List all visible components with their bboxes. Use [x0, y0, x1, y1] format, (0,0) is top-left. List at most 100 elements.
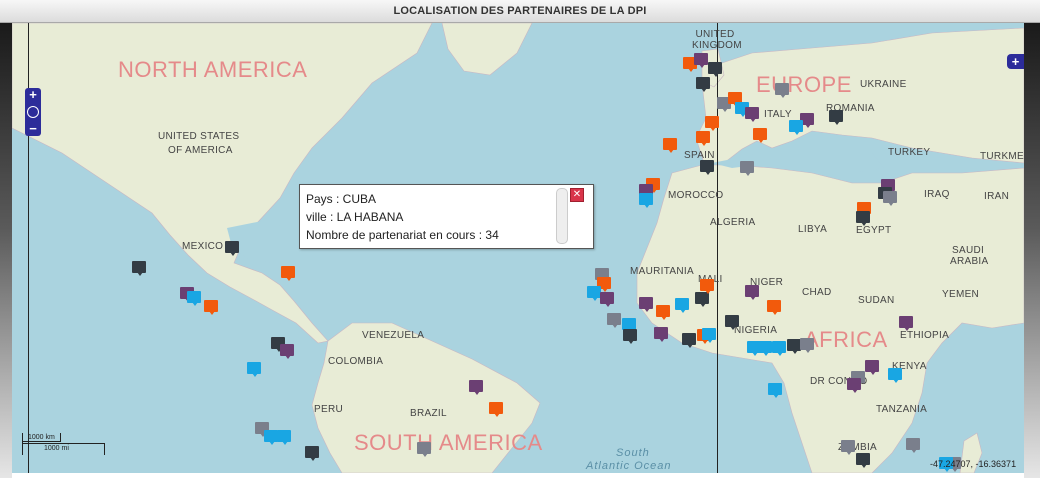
partner-marker[interactable]: [187, 291, 202, 307]
partner-marker[interactable]: [695, 292, 710, 308]
partner-marker[interactable]: [702, 328, 717, 344]
partner-marker[interactable]: [694, 52, 709, 68]
partner-marker[interactable]: [740, 160, 755, 176]
marker-pointer: [892, 378, 899, 383]
country-label-ukraine: UKRAINE: [860, 79, 907, 90]
marker-pointer: [851, 389, 858, 394]
zoom-out-button[interactable]: −: [29, 121, 37, 136]
world-map[interactable]: NORTH AMERICA EUROPE AFRICA SOUTH AMERIC…: [12, 23, 1024, 473]
partner-marker[interactable]: [768, 382, 783, 398]
marker-pointer: [282, 441, 289, 446]
partner-marker[interactable]: [682, 56, 697, 72]
partner-marker[interactable]: [717, 97, 732, 113]
partner-marker[interactable]: [846, 378, 861, 394]
partner-marker[interactable]: [700, 159, 715, 175]
partner-marker[interactable]: [864, 359, 879, 375]
partner-marker[interactable]: [800, 113, 815, 129]
partner-marker[interactable]: [638, 297, 653, 313]
marker-pointer: [805, 124, 812, 129]
country-label-turkmeni: TURKMENI: [980, 151, 1024, 162]
marker-pointer: [752, 352, 759, 357]
partner-marker[interactable]: [225, 241, 240, 257]
partner-marker[interactable]: [800, 338, 815, 354]
marker-pointer: [712, 73, 719, 78]
country-label-saudi: SAUDI: [952, 245, 985, 256]
partner-marker[interactable]: [203, 299, 218, 315]
partner-marker[interactable]: [725, 315, 740, 331]
marker-pointer: [643, 203, 650, 208]
partner-marker[interactable]: [840, 439, 855, 455]
partner-marker[interactable]: [263, 430, 278, 446]
partner-marker[interactable]: [607, 312, 622, 328]
country-label-venezuela: VENEZUELA: [362, 330, 425, 341]
marker-pointer: [705, 170, 712, 175]
scale-bar: 1000 km 1000 mi: [22, 433, 105, 455]
marker-pointer: [705, 290, 712, 295]
partner-marker[interactable]: [622, 318, 637, 334]
marker-pointer: [860, 221, 867, 226]
land-south-america: [311, 322, 541, 473]
partner-marker[interactable]: [705, 115, 720, 131]
partner-marker[interactable]: [675, 298, 690, 314]
globe-icon[interactable]: [27, 106, 39, 118]
partner-marker[interactable]: [638, 192, 653, 208]
partner-marker[interactable]: [707, 62, 722, 78]
partner-marker[interactable]: [855, 210, 870, 226]
partner-marker[interactable]: [280, 344, 295, 359]
partner-marker[interactable]: [696, 77, 711, 93]
partner-marker[interactable]: [747, 341, 762, 357]
partner-marker[interactable]: [417, 442, 432, 458]
partner-marker[interactable]: [758, 340, 773, 356]
partner-marker[interactable]: [597, 276, 612, 292]
marker-pointer: [701, 339, 708, 344]
region-label-south-america: SOUTH AMERICA: [354, 430, 543, 455]
marker-pointer: [749, 295, 756, 300]
partner-marker[interactable]: [898, 315, 913, 331]
country-label-libya: LIBYA: [798, 224, 828, 235]
partner-marker[interactable]: [882, 190, 897, 206]
partner-marker[interactable]: [662, 137, 677, 153]
layer-switcher-button[interactable]: +: [1007, 54, 1024, 69]
country-label-iran: IRAN: [984, 191, 1010, 202]
partner-marker[interactable]: [772, 340, 787, 356]
partner-marker[interactable]: [695, 131, 710, 147]
partner-marker[interactable]: [855, 452, 870, 468]
partner-marker[interactable]: [887, 367, 902, 383]
partner-marker[interactable]: [828, 110, 843, 126]
partner-marker[interactable]: [774, 82, 789, 98]
partner-marker[interactable]: [682, 332, 697, 348]
country-label-uk-1: UNITED KINGDOM: [692, 29, 742, 51]
partner-marker[interactable]: [246, 362, 261, 378]
partner-marker[interactable]: [304, 445, 319, 461]
partner-marker[interactable]: [281, 266, 296, 282]
partner-marker[interactable]: [744, 107, 759, 123]
partner-marker[interactable]: [752, 127, 767, 143]
marker-pointer: [660, 316, 667, 321]
partner-marker[interactable]: [132, 261, 147, 277]
partner-marker[interactable]: [786, 338, 801, 354]
zoom-in-button[interactable]: +: [29, 87, 37, 102]
country-label-romania: ROMANIA: [826, 103, 875, 114]
partner-marker[interactable]: [655, 305, 670, 321]
marker-pointer: [612, 323, 619, 328]
partner-marker[interactable]: [599, 292, 614, 308]
popup-scrollbar[interactable]: [556, 188, 568, 244]
country-label-yemen: YEMEN: [942, 289, 980, 300]
close-icon[interactable]: ✕: [570, 188, 584, 202]
partner-marker[interactable]: [939, 457, 954, 472]
partner-marker[interactable]: [700, 279, 715, 295]
partner-marker[interactable]: [905, 437, 920, 453]
partner-marker[interactable]: [744, 284, 759, 300]
partner-marker[interactable]: [277, 430, 292, 446]
partner-marker[interactable]: [469, 379, 484, 395]
meridian-line-greenwich: [717, 23, 718, 473]
partner-marker[interactable]: [766, 299, 781, 315]
zoom-control: + −: [25, 88, 41, 136]
country-label-mauritania: MAURITANIA: [630, 266, 694, 277]
partner-marker[interactable]: [653, 326, 668, 342]
partner-marker[interactable]: [489, 401, 504, 417]
partner-marker[interactable]: [789, 120, 804, 136]
scale-km: 1000 km: [28, 434, 55, 441]
partner-marker[interactable]: [586, 286, 601, 302]
partner-marker[interactable]: [623, 329, 638, 345]
